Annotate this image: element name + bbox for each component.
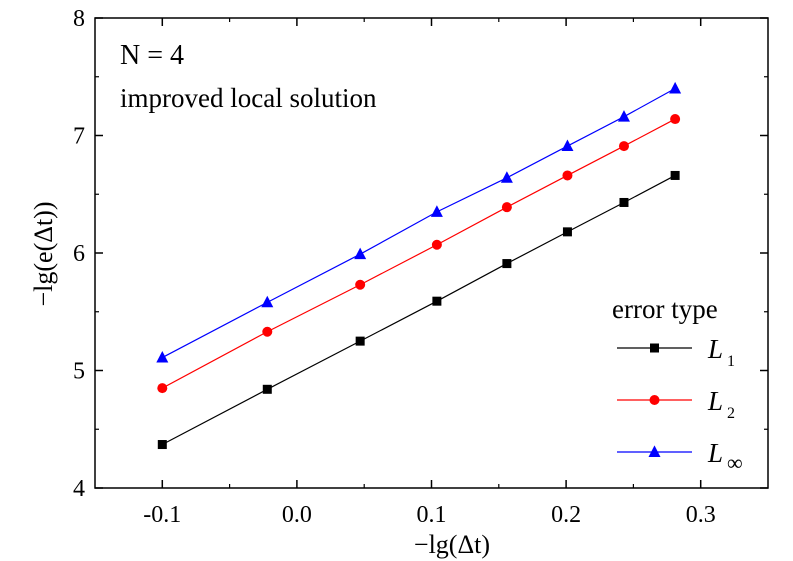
data-point xyxy=(431,239,442,250)
y-tick-label: 7 xyxy=(73,124,85,150)
legend-label: L xyxy=(707,334,723,364)
data-point xyxy=(430,205,443,217)
legend-label-subscript: 1 xyxy=(727,353,735,370)
data-point xyxy=(432,296,442,306)
data-point xyxy=(355,336,365,346)
data-point xyxy=(500,171,513,183)
y-tick-label: 4 xyxy=(73,476,85,502)
data-point xyxy=(354,247,367,260)
legend-marker xyxy=(648,445,661,457)
data-point xyxy=(670,170,680,180)
legend-label: L xyxy=(707,386,723,416)
data-point xyxy=(561,139,574,152)
legend-label-subscript: 2 xyxy=(727,405,735,422)
series-layer xyxy=(156,81,682,450)
data-point xyxy=(502,259,512,269)
data-point xyxy=(262,326,273,337)
x-tick-label: 0.1 xyxy=(417,502,447,528)
series-line xyxy=(162,174,676,446)
y-tick-label: 8 xyxy=(73,6,85,32)
data-point xyxy=(157,383,168,394)
axis-ticks: -0.1 0.0 0.1 0.2 0.3 4 5 6 7 8 xyxy=(73,6,768,528)
data-point xyxy=(619,197,629,207)
data-point xyxy=(669,81,682,94)
x-tick-label: -0.1 xyxy=(143,502,181,528)
data-point xyxy=(261,295,274,308)
x-axis-label: −lg(Δt) xyxy=(414,530,490,559)
series-L∞ xyxy=(156,81,682,363)
legend-label-subscript: ∞ xyxy=(727,450,743,475)
legend-label: L xyxy=(707,438,723,468)
y-tick-label: 6 xyxy=(73,241,85,267)
legend-entry-L∞: L ∞ xyxy=(617,438,743,475)
series-line xyxy=(162,87,676,359)
data-point xyxy=(562,227,572,237)
data-point xyxy=(156,350,169,363)
series-L1 xyxy=(157,170,680,450)
x-tick-label: 0.0 xyxy=(282,502,312,528)
data-point xyxy=(617,110,630,122)
y-tick-label: 5 xyxy=(73,359,85,385)
data-point xyxy=(562,170,573,181)
data-point xyxy=(355,279,366,290)
legend-title: error type xyxy=(612,294,718,324)
data-point xyxy=(618,141,629,152)
data-point xyxy=(670,114,681,125)
y-axis-label: −lg(e(Δt)) xyxy=(29,201,58,306)
series-line xyxy=(162,118,676,389)
data-point xyxy=(262,384,272,394)
annotation-method: improved local solution xyxy=(120,83,377,113)
legend-marker xyxy=(649,395,660,405)
data-point xyxy=(157,440,167,450)
series-L2 xyxy=(157,114,681,394)
annotation-n: N = 4 xyxy=(120,40,184,71)
x-tick-label: 0.2 xyxy=(551,502,581,528)
x-tick-label: 0.3 xyxy=(686,502,716,528)
legend-marker xyxy=(650,343,659,353)
data-point xyxy=(501,202,512,213)
